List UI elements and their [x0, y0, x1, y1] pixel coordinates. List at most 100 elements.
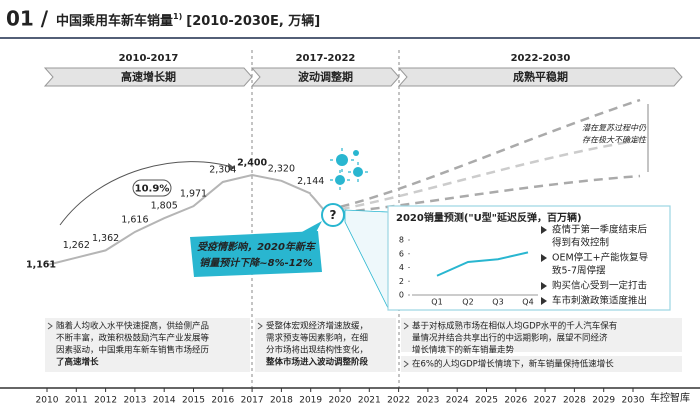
note-bullet: [403, 360, 409, 368]
x-tick-label: 2011: [65, 396, 88, 406]
note-text: 增长情境下的新车销量走势: [412, 345, 515, 356]
note-bullet: [403, 322, 409, 330]
data-label: 1,805: [151, 201, 178, 212]
x-tick-label: 2029: [592, 396, 615, 406]
period-name: 波动调整期: [298, 70, 353, 84]
note-box: [401, 356, 682, 372]
x-tick-label: 2019: [299, 396, 322, 406]
period-name: 成熟平稳期: [513, 70, 568, 84]
uncertainty-note: 存在极大不确定性: [582, 136, 647, 145]
note-box: [401, 318, 682, 352]
data-label: 1,362: [92, 233, 119, 244]
x-tick-label: 2014: [153, 396, 176, 406]
x-tick-label: Q3: [492, 298, 503, 307]
projection-mid: [325, 138, 641, 214]
data-label: 1,616: [121, 214, 148, 225]
growth-arrow: [59, 161, 236, 226]
x-tick-label: 2013: [123, 396, 146, 406]
x-tick-label: 2017: [241, 396, 264, 406]
inset-bullet: 车市刺激政策适度推出: [552, 295, 647, 307]
forecast-callout-box: [190, 231, 322, 277]
inset-bullet: 得到有效控制: [552, 237, 609, 249]
period-band: [250, 67, 400, 87]
x-tick-label: 2027: [534, 396, 557, 406]
inset-bullet: 购买信心受到一定打击: [552, 280, 647, 292]
x-tick-label: 2018: [270, 396, 293, 406]
bullet-marker: [541, 282, 547, 290]
y-tick-label: 0: [399, 291, 404, 300]
x-tick-label: 2022: [387, 396, 410, 406]
note-text: 随着人均收入水平快速提高，供给侧产品: [56, 321, 209, 332]
projection-high: [325, 98, 641, 212]
note-bullet: [47, 322, 53, 330]
note-text: 基于对标成熟市场在相似人均GDP水平的千人汽车保有: [412, 321, 617, 332]
inset-panel: [387, 205, 671, 311]
data-label: 1,161: [26, 260, 56, 271]
period-years: 2010-2017: [119, 53, 179, 64]
x-tick-label: 2026: [504, 396, 527, 406]
callout-connector: [344, 209, 389, 309]
x-tick-label: 2024: [446, 396, 469, 406]
note-text: 受整体宏观经济增速放缓，: [266, 321, 368, 332]
bullet-marker: [541, 226, 547, 234]
marker-text: ?: [330, 208, 337, 222]
period-years: 2017-2022: [296, 53, 356, 64]
forecast-callout-text: 受疫情影响，2020年新车: [197, 241, 317, 253]
data-label: 2,400: [237, 158, 267, 169]
inset-bullet: 致5-7周停摆: [552, 265, 606, 277]
projection-low: [325, 174, 641, 216]
data-line: [436, 251, 529, 277]
y-tick-label: 6: [399, 249, 404, 258]
x-tick-label: 2020: [329, 396, 352, 406]
data-line: [46, 173, 312, 266]
period-name: 高速增长期: [121, 70, 176, 84]
note-text: 了高速增长: [56, 357, 99, 368]
note-text: 分市场将出现结构性变化，: [266, 345, 368, 356]
bullet-marker: [541, 297, 547, 305]
note-text: 因素驱动，中国乘用车新车销售市场经历: [56, 345, 210, 356]
bullet-marker: [541, 254, 547, 262]
x-tick-label: Q1: [431, 298, 442, 307]
x-tick-label: Q4: [522, 298, 533, 307]
data-label: 2,144: [297, 176, 324, 187]
y-tick-label: 4: [399, 263, 404, 272]
virus-spikes: [330, 148, 368, 190]
period-band: [397, 67, 683, 87]
watermark: 车控智库: [650, 391, 690, 404]
period-band: [43, 67, 253, 87]
growth-badge: [132, 179, 172, 197]
arrow-head: [228, 163, 235, 171]
note-bullet: [257, 322, 263, 330]
data-label: 1,971: [180, 189, 207, 200]
growth-label: 10.9%: [135, 184, 170, 195]
period-years: 2022-2030: [511, 53, 571, 64]
question-marker: [321, 203, 345, 227]
note-text: 整体市场进入波动调整阶段: [266, 357, 369, 368]
y-tick-label: 2: [399, 277, 404, 286]
note-box: [255, 318, 396, 372]
title-main: 中国乘用车新车销量: [56, 13, 173, 29]
x-tick-label: 2010: [36, 396, 59, 406]
x-tick-label: 2016: [211, 396, 234, 406]
title-suffix: [2010-2030E, 万辆]: [186, 13, 320, 29]
note-text: 在6%的人均GDP增长情境下，新车销量保持低速增长: [412, 359, 614, 370]
x-tick-label: 2015: [182, 396, 205, 406]
data-label: 1,262: [63, 240, 90, 251]
data-label: 2,320: [268, 163, 295, 174]
note-text: 需求预支等因素影响，在细: [266, 333, 368, 344]
x-tick-label: 2025: [475, 396, 498, 406]
x-tick-label: 2012: [94, 396, 117, 406]
section-number: 01 /: [6, 7, 49, 31]
note-box: [45, 318, 250, 372]
note-text: 量情况并结合共享出行的中远期影响，展望不同经济: [412, 333, 608, 344]
x-tick-label: 2023: [416, 396, 439, 406]
data-label: 2,304: [209, 164, 236, 175]
inset-bullet: 疫情于第一季度结束后: [552, 224, 648, 236]
x-tick-label: 2028: [563, 396, 586, 406]
title-note: 1): [173, 12, 182, 21]
x-tick-label: Q2: [462, 298, 473, 307]
inset-title: 2020销量预测("U型"延迟反弹，百万辆): [396, 211, 582, 224]
y-tick-label: 8: [399, 236, 404, 245]
virus-icons: [335, 150, 363, 185]
